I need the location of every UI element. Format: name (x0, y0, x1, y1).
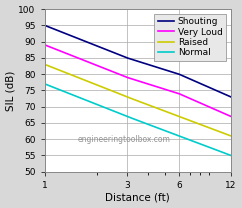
Raised (229, 135, 232, 137)
Raised (213, 129, 216, 131)
Text: engineeringtoolbox.com: engineeringtoolbox.com (78, 135, 171, 144)
Very Loud (43, 43, 46, 46)
Raised (93, 83, 96, 85)
Legend: Shouting, Very Loud, Raised, Normal: Shouting, Very Loud, Raised, Normal (154, 14, 226, 61)
Raised (54, 68, 57, 70)
Shouting (43, 24, 46, 27)
Line: Raised: Raised (45, 64, 231, 136)
Very Loud (54, 48, 57, 51)
Shouting (93, 44, 96, 46)
Shouting (51, 27, 53, 30)
Normal (51, 85, 53, 88)
Line: Very Loud: Very Loud (45, 45, 231, 116)
X-axis label: Distance (ft): Distance (ft) (105, 192, 170, 202)
Normal (43, 83, 46, 85)
Raised (220, 131, 223, 134)
Y-axis label: SIL (dB): SIL (dB) (6, 70, 15, 110)
Very Loud (93, 63, 96, 66)
Line: Normal: Normal (45, 84, 231, 155)
Shouting (54, 28, 57, 31)
Raised (78, 77, 81, 79)
Raised (43, 63, 46, 66)
Very Loud (229, 115, 232, 118)
Normal (93, 102, 96, 105)
Shouting (213, 89, 216, 91)
Raised (51, 66, 53, 69)
Very Loud (220, 111, 223, 114)
Normal (213, 148, 216, 151)
Very Loud (51, 47, 53, 49)
Normal (54, 87, 57, 89)
Shouting (78, 38, 81, 40)
Line: Shouting: Shouting (45, 25, 231, 97)
Very Loud (78, 57, 81, 60)
Normal (78, 96, 81, 99)
Shouting (229, 96, 232, 98)
Normal (229, 154, 232, 157)
Normal (220, 151, 223, 153)
Very Loud (213, 108, 216, 111)
Shouting (220, 92, 223, 94)
